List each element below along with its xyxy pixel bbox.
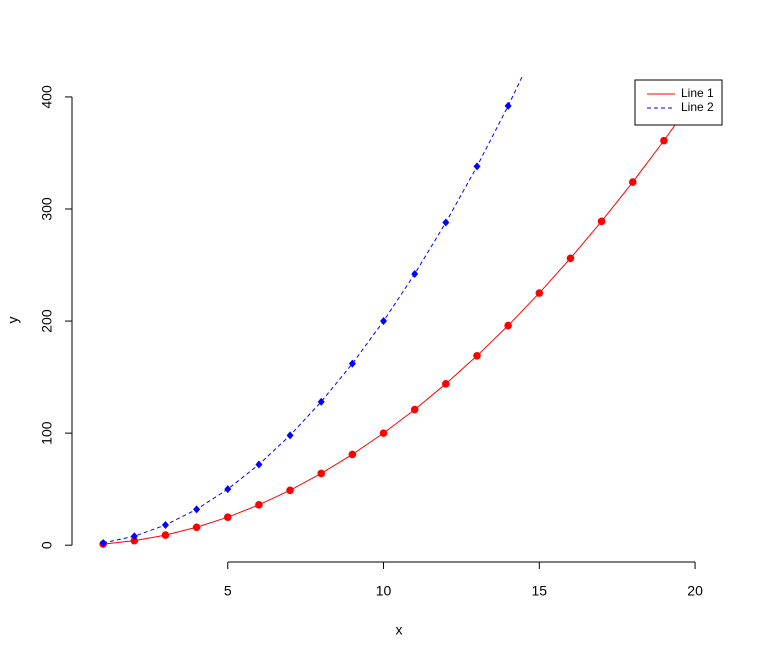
point: [536, 37, 543, 45]
point: [597, 217, 606, 226]
x-tick-label: 20: [687, 583, 703, 599]
point: [255, 460, 263, 469]
point: [379, 429, 388, 437]
point: [566, 254, 575, 263]
point: [410, 405, 419, 414]
y-tick-label: 400: [39, 85, 55, 109]
point: [504, 321, 512, 330]
point: [286, 431, 294, 440]
x-tick-label: 10: [376, 583, 392, 599]
point: [442, 218, 450, 227]
point: [473, 352, 481, 360]
point: [161, 531, 170, 539]
y-tick-label: 300: [39, 197, 55, 221]
point: [130, 532, 138, 541]
point: [628, 178, 637, 186]
point: [380, 317, 388, 326]
point: [504, 101, 512, 110]
point: [348, 450, 357, 459]
point: [535, 289, 544, 297]
point: [473, 162, 481, 171]
point: [442, 380, 450, 388]
point: [411, 269, 419, 278]
x-axis-label: x: [396, 622, 403, 638]
legend-box: [634, 79, 723, 126]
point: [660, 136, 668, 145]
point: [130, 536, 139, 545]
point: [224, 485, 232, 494]
x-tick-label: 15: [532, 583, 548, 599]
point: [286, 486, 294, 495]
plot-area: [99, 37, 699, 548]
point: [255, 501, 263, 509]
series-line: [103, 75, 524, 544]
y-tick-label: 200: [39, 309, 55, 333]
y-tick-label: 0: [39, 541, 55, 549]
point: [99, 538, 107, 547]
y-axis-label: y: [5, 317, 21, 324]
point: [193, 505, 201, 514]
point: [348, 359, 356, 368]
point: [161, 521, 169, 530]
legend-label: Line 2: [681, 100, 714, 114]
legend-label: Line 1: [681, 86, 714, 100]
y-tick-label: 100: [39, 421, 55, 445]
point: [192, 523, 201, 532]
series-line: [103, 96, 696, 545]
x-tick-label: 5: [224, 583, 232, 599]
point: [317, 397, 325, 406]
point: [223, 513, 232, 521]
point: [317, 469, 326, 478]
